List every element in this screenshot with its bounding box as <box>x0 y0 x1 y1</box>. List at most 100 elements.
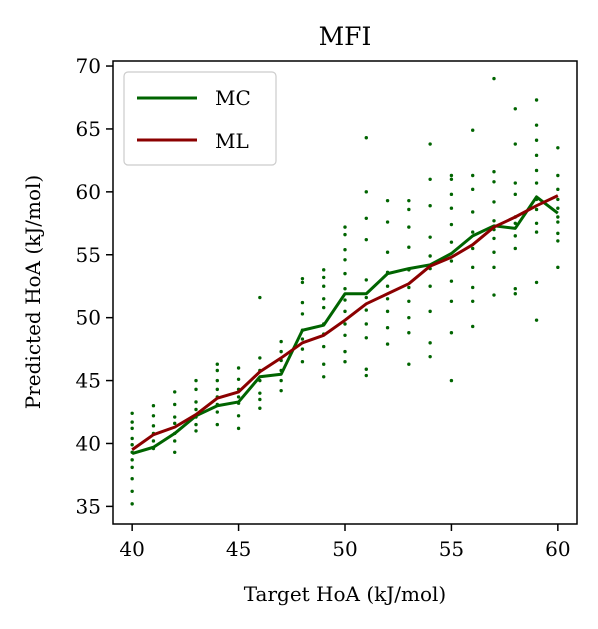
scatter-point <box>343 248 347 252</box>
scatter-point <box>492 76 496 81</box>
scatter-point <box>407 225 411 229</box>
scatter-point <box>513 181 517 185</box>
scatter-point <box>513 107 517 111</box>
scatter-point <box>471 299 475 304</box>
scatter-point <box>343 309 347 314</box>
scatter-point <box>428 284 432 288</box>
scatter-point <box>300 312 305 316</box>
y-axis-label: Predicted HoA (kJ/mol) <box>21 175 45 409</box>
scatter-point <box>385 326 390 330</box>
scatter-point <box>194 422 198 427</box>
scatter-point <box>534 153 539 158</box>
scatter-point <box>534 318 539 322</box>
y-tick-label: 55 <box>76 243 101 267</box>
scatter-point <box>385 297 390 301</box>
scatter-point <box>151 424 156 428</box>
scatter-point <box>471 210 475 214</box>
scatter-point <box>385 198 390 203</box>
scatter-point <box>471 265 475 270</box>
scatter-point <box>215 378 219 383</box>
scatter-point <box>343 258 347 262</box>
scatter-point <box>322 275 326 280</box>
scatter-point <box>407 315 411 320</box>
scatter-point <box>534 123 539 127</box>
scatter-point <box>364 336 368 340</box>
scatter-point <box>449 259 454 263</box>
scatter-point <box>556 206 560 210</box>
scatter-point <box>130 443 134 447</box>
scatter-point <box>130 465 134 470</box>
scatter-point <box>556 215 560 219</box>
scatter-point <box>300 360 305 364</box>
scatter-point <box>385 284 390 288</box>
scatter-point <box>322 268 326 272</box>
scatter-point <box>385 250 390 254</box>
scatter-point <box>534 230 539 234</box>
scatter-point <box>471 187 475 192</box>
scatter-point <box>428 177 432 181</box>
scatter-point <box>492 170 496 174</box>
scatter-point <box>556 187 560 192</box>
scatter-point <box>407 245 411 249</box>
y-tick-label: 45 <box>76 369 101 393</box>
scatter-point <box>428 309 432 314</box>
scatter-point <box>343 271 347 276</box>
scatter-point <box>471 285 475 290</box>
scatter-point <box>279 388 283 393</box>
scatter-point <box>215 387 219 392</box>
scatter-point <box>428 354 432 359</box>
scatter-point <box>534 98 539 102</box>
scatter-point <box>556 146 560 150</box>
scatter-point <box>258 406 262 410</box>
scatter-point <box>130 426 134 431</box>
scatter-point <box>471 128 475 132</box>
scatter-point <box>322 344 326 349</box>
scatter-point <box>449 192 454 197</box>
scatter-point <box>534 168 539 173</box>
scatter-point <box>151 439 156 443</box>
scatter-point <box>534 138 539 142</box>
y-ticks: 35 40 45 50 55 60 65 70 <box>76 54 113 518</box>
scatter-point <box>449 177 454 181</box>
scatter-point <box>300 300 305 305</box>
y-tick-label: 60 <box>76 180 101 204</box>
scatter-point <box>556 239 560 243</box>
scatter-point <box>279 339 283 344</box>
legend: MC ML <box>123 71 277 166</box>
scatter-point <box>151 414 156 418</box>
x-tick-label: 60 <box>545 537 570 561</box>
x-tick-label: 50 <box>332 537 357 561</box>
series-line-mc <box>131 195 559 455</box>
y-tick-label: 70 <box>76 54 101 78</box>
scatter-point <box>364 216 368 220</box>
scatter-point <box>407 299 411 304</box>
scatter-point <box>385 309 390 314</box>
scatter-point <box>343 360 347 364</box>
scatter-point <box>343 232 347 237</box>
scatter-point <box>428 235 432 239</box>
scatter-point <box>322 362 326 366</box>
scatter-point <box>279 349 283 354</box>
scatter-point <box>449 206 454 210</box>
scatter-point <box>428 203 432 208</box>
scatter-point <box>173 415 177 419</box>
scatter-point <box>471 324 475 329</box>
scatter-point <box>130 411 134 415</box>
scatter-point <box>556 231 560 236</box>
x-tick-label: 55 <box>439 537 464 561</box>
scatter-point <box>449 331 454 335</box>
scatter-point <box>513 246 517 251</box>
scatter-point <box>258 397 262 402</box>
scatter-point <box>556 220 560 224</box>
y-tick-label: 35 <box>76 494 101 518</box>
y-tick-label: 65 <box>76 117 101 141</box>
scatter-point <box>407 362 411 366</box>
scatter-point <box>194 429 198 433</box>
chart-title: MFI <box>319 22 372 51</box>
scatter-point <box>236 377 241 382</box>
scatter-point <box>364 136 368 140</box>
scatter-point <box>449 222 454 227</box>
scatter-point <box>236 414 241 418</box>
series-line-ml <box>131 194 559 451</box>
